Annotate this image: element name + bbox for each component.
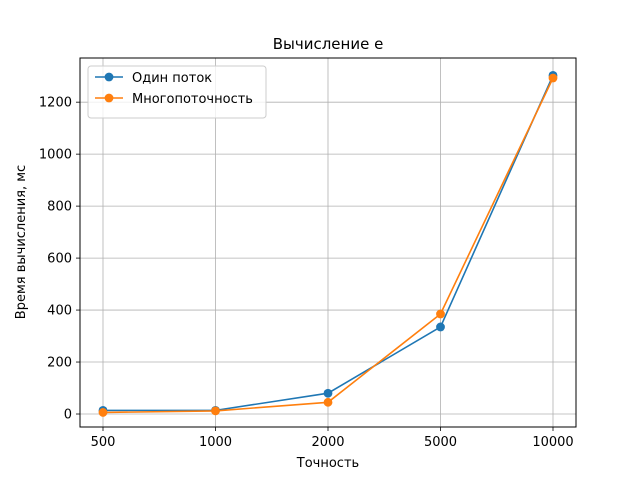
y-tick-label: 200 [47, 356, 72, 371]
x-tick-label: 5000 [424, 435, 457, 450]
legend-box [87, 65, 267, 119]
y-tick-label: 400 [47, 304, 72, 319]
y-tick-label: 800 [47, 200, 72, 215]
legend-marker-1 [104, 72, 114, 82]
y-axis-label: Время вычисления, мс [14, 165, 29, 319]
x-tick-label: 1000 [199, 435, 232, 450]
legend-label-1: Один поток [132, 71, 212, 86]
y-tick-label: 1200 [39, 96, 72, 111]
y-tick-label: 0 [64, 408, 72, 423]
series-2-point [98, 408, 108, 417]
x-tick-label: 10000 [532, 435, 573, 450]
y-tick-label: 1000 [39, 148, 72, 163]
x-tick-label: 2000 [311, 435, 344, 450]
series-1-point [436, 322, 445, 332]
x-axis-label: Точность [296, 456, 359, 471]
series-group [98, 71, 558, 417]
legend-marker-2 [104, 93, 114, 103]
series-2-point [211, 406, 220, 416]
series-2-point [548, 73, 558, 83]
legend: Один поток Многопоточность [87, 65, 267, 119]
y-tick-label: 600 [47, 252, 72, 267]
x-tick-label: 500 [91, 435, 116, 450]
chart-title: Вычисление e [273, 35, 384, 53]
series-2-point [323, 397, 333, 407]
series-2-point [436, 309, 445, 319]
series-1-point [323, 388, 333, 398]
ticks: 500 1000 2000 5000 10000 0 200 400 600 800 1000 120… [39, 96, 574, 450]
legend-label-2: Многопоточность [132, 92, 253, 107]
